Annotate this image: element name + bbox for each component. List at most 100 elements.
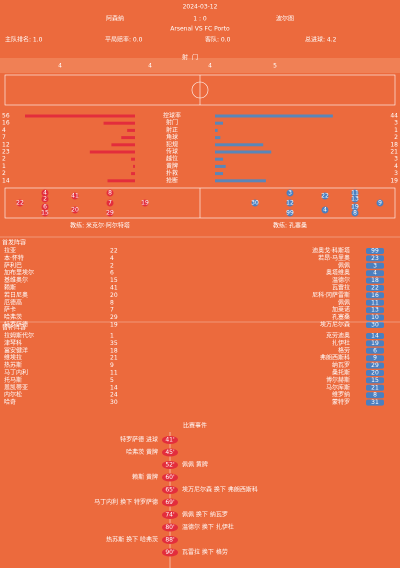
away-player: 温德尔 (332, 276, 350, 284)
info-item: 主队排名: 1.0 (5, 36, 43, 44)
player-dot (71, 206, 79, 214)
player-number: 3 (288, 190, 292, 197)
away-number: 10 (371, 314, 379, 321)
player-dot (376, 199, 384, 207)
home-player: 本·怀特 (4, 254, 24, 262)
stat-home: 1 (2, 163, 6, 170)
player-number: 30 (251, 200, 259, 207)
away-bar (215, 157, 224, 161)
stat-label: 犯规 (166, 140, 178, 148)
away-player: 若昂·马里奥 (318, 254, 350, 262)
stat-label: 射门 (166, 119, 178, 127)
home-coach: 教练: 米克尔·阿尔特塔 (70, 222, 130, 230)
number-box (366, 270, 384, 277)
player-dot (351, 209, 359, 217)
event-text: 马丁内利 换下 特罗萨德 (94, 498, 158, 506)
player-dot (106, 199, 114, 207)
away-player: 奥塔维奥 (326, 269, 350, 277)
minute-badge (162, 536, 178, 544)
event-minute: 88' (165, 537, 175, 544)
stat-label: 越位 (166, 155, 178, 163)
stat-home: 4 (2, 127, 6, 134)
stat-home: 7 (2, 134, 6, 141)
stat-away: 18 (390, 141, 398, 148)
home-team: 阿森纳 (106, 15, 124, 23)
player-number: 19 (141, 200, 149, 207)
player-number: 9 (378, 200, 382, 207)
player-number: 7 (108, 200, 112, 207)
away-number: 20 (371, 370, 379, 377)
home-bar (131, 157, 135, 161)
home-number: 41 (110, 285, 118, 292)
home-bar (131, 172, 135, 176)
section-title: 替补阵容 (2, 324, 26, 332)
home-number: 6 (110, 270, 114, 277)
away-player: 克劳迪奥 (326, 332, 350, 340)
number-box (366, 285, 384, 291)
number-box (366, 392, 384, 399)
player-number: 19 (351, 204, 359, 211)
stat-away: 3 (394, 170, 398, 177)
stat-home: 2 (2, 156, 6, 163)
number-box (366, 292, 384, 299)
stat-home: 23 (2, 149, 10, 156)
home-player: 马丁内利 (4, 369, 28, 377)
home-number: 22 (110, 248, 118, 255)
event-text: 热苏斯 换下 哈弗茨 (106, 536, 158, 544)
number-box (366, 277, 384, 284)
formation-bar (0, 58, 400, 73)
event-minute: 69' (165, 499, 175, 506)
player-number: 15 (41, 210, 49, 217)
number-box (366, 377, 384, 384)
minute-badge (162, 523, 178, 532)
event-minute: 45' (165, 449, 175, 456)
away-number: 23 (371, 255, 379, 262)
player-dot (106, 209, 114, 217)
away-number: 18 (371, 277, 379, 284)
away-player: 马尔库斯 (326, 383, 350, 391)
home-number: 2 (110, 262, 114, 269)
player-dot (286, 199, 294, 207)
number-box (366, 340, 384, 347)
stat-home: 12 (2, 141, 10, 148)
mini-pitch-circle (191, 81, 209, 99)
event-text: 埃万尼尔森 换下 弗朗西斯科 (182, 486, 258, 494)
away-bar (215, 114, 333, 118)
stat-label: 射正 (166, 126, 178, 134)
event-minute: 52' (165, 462, 175, 469)
away-player: 加莱诺 (332, 306, 350, 314)
away-number: 30 (371, 322, 379, 329)
home-number: 9 (110, 362, 114, 369)
event-text: 赖斯 黄牌 (132, 473, 158, 481)
home-number: 8 (110, 299, 114, 306)
home-number: 24 (110, 392, 118, 399)
number-box (366, 255, 384, 262)
home-player: 拉亚 (4, 247, 16, 255)
player-dot (321, 206, 329, 214)
away-number: 21 (371, 384, 379, 391)
number-box (366, 347, 384, 354)
home-number: 18 (110, 347, 118, 354)
stat-away: 3 (394, 156, 398, 163)
away-number: 29 (371, 362, 379, 369)
home-number: 35 (110, 340, 118, 347)
player-number: 41 (71, 193, 79, 200)
home-player: 厄德高 (4, 298, 22, 306)
event-text: 佩佩 黄牌 (182, 461, 208, 469)
number-box (366, 355, 384, 362)
player-dot (351, 189, 359, 197)
away-number: 11 (371, 299, 379, 306)
home-number: 4 (110, 255, 114, 262)
number-box (366, 314, 384, 321)
away-bar (215, 179, 266, 183)
player-dot (41, 209, 49, 217)
number-box (366, 299, 384, 306)
away-number: 3 (373, 262, 377, 269)
away-player: 佩佩 (338, 298, 350, 306)
home-player: 赖斯 (4, 284, 16, 292)
away-number: 13 (371, 307, 379, 314)
away-number: 6 (373, 347, 377, 354)
away-number: 14 (371, 333, 379, 340)
away-number: 16 (371, 292, 379, 299)
